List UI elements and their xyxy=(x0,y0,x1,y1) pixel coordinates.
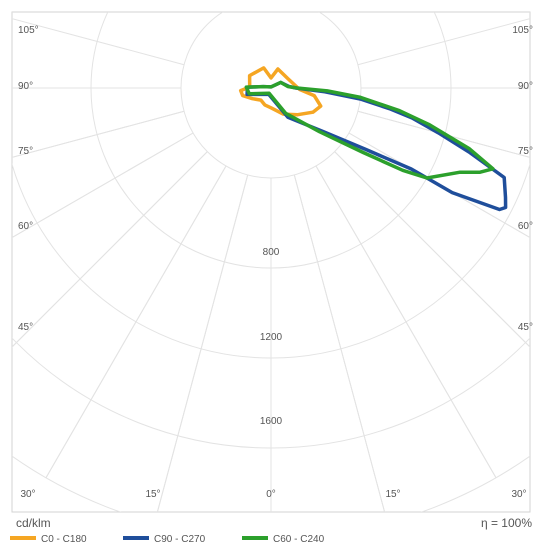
radial-tick-label-0: 800 xyxy=(263,247,280,258)
angle-label-left-4: 45° xyxy=(18,322,33,333)
series-group xyxy=(238,66,508,212)
polar-grid xyxy=(12,12,530,512)
grid-spoke-mirror-12 xyxy=(12,18,185,66)
grid-spoke-mirror-9 xyxy=(12,132,194,239)
grid-spoke-mirror-6 xyxy=(156,174,249,512)
grid-spoke-6 xyxy=(293,174,386,512)
angle-label-right-3: 60° xyxy=(518,221,533,232)
radial-tick-label-2: 1600 xyxy=(260,416,283,427)
grid-spoke-12 xyxy=(357,18,530,66)
legend-label-0: C0 - C180 xyxy=(41,534,87,544)
angle-label-left-2: 75° xyxy=(18,146,33,157)
legend-label-1: C90 - C270 xyxy=(154,534,206,544)
efficiency-label: η = 100% xyxy=(481,516,532,530)
angle-label-right-2: 75° xyxy=(518,146,533,157)
angle-label-right-1: 90° xyxy=(518,81,533,92)
angle-label-bottom-0: 30° xyxy=(20,489,35,500)
angle-label-left-3: 60° xyxy=(18,221,33,232)
grid-spoke-7 xyxy=(315,165,497,478)
legend-label-2: C60 - C240 xyxy=(273,534,325,544)
radial-tick-label-1: 1200 xyxy=(260,332,283,343)
grid-spoke-mirror-7 xyxy=(45,165,227,478)
angle-label-bottom-4: 30° xyxy=(511,489,526,500)
angle-label-bottom-2: 0° xyxy=(266,489,276,500)
series-line-0 xyxy=(238,66,323,117)
unit-label: cd/klm xyxy=(16,516,51,530)
grid-spoke-8 xyxy=(334,151,530,348)
grid-spoke-10 xyxy=(357,110,530,158)
angle-label-right-0: 105° xyxy=(512,25,533,36)
legend: C0 - C180 C90 - C270 C60 - C240 xyxy=(10,534,325,545)
label-group: 800 1200 1600 105° 90° 75° 60° 45° 105° 90° 75° 60°… xyxy=(18,25,533,500)
grid-spoke-mirror-8 xyxy=(12,151,208,348)
angle-label-bottom-1: 15° xyxy=(145,489,160,500)
angle-label-left-0: 105° xyxy=(18,25,39,36)
series-line-2 xyxy=(244,80,495,180)
grid-spoke-mirror-10 xyxy=(12,110,185,158)
angle-label-left-1: 90° xyxy=(18,81,33,92)
angle-label-right-4: 45° xyxy=(518,322,533,333)
angle-label-bottom-3: 15° xyxy=(385,489,400,500)
